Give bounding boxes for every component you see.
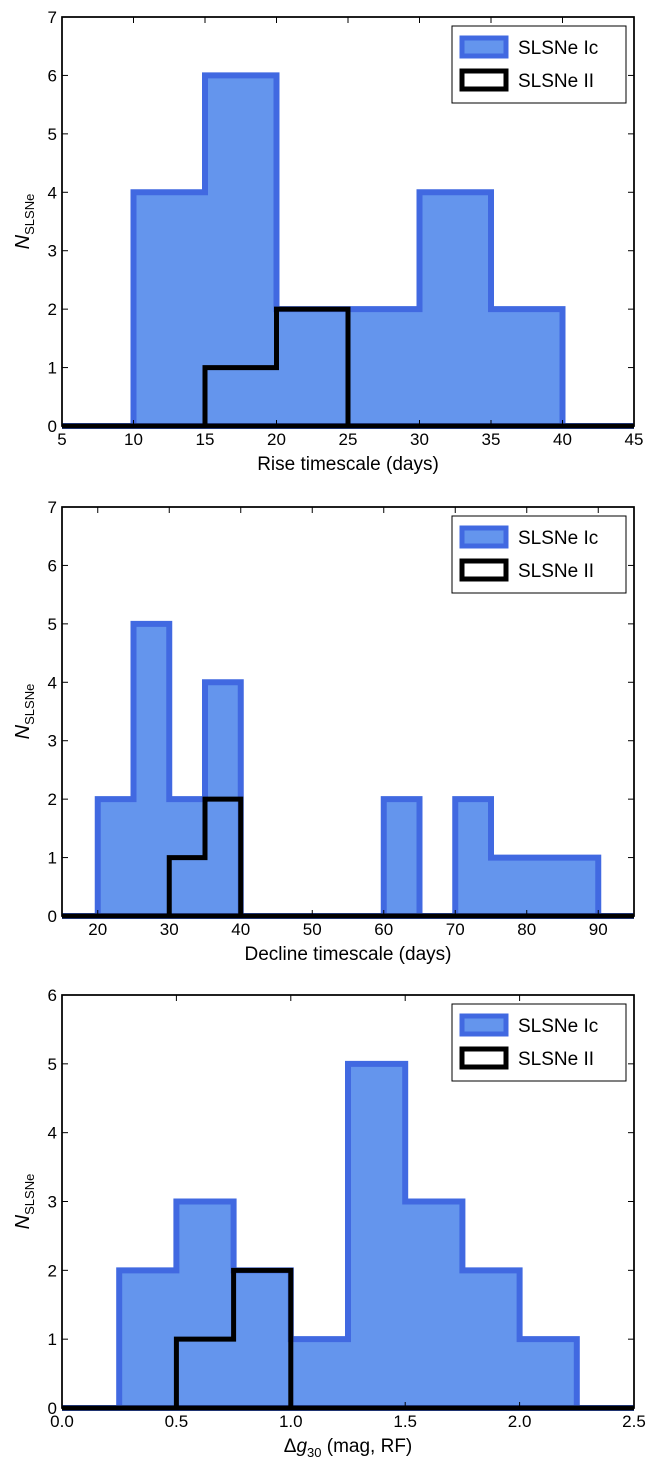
y-tick-label: 2 — [48, 790, 57, 809]
x-axis-label-sub: 30 — [307, 1445, 321, 1460]
y-tick-label: 3 — [48, 732, 57, 751]
x-tick-label: 0.5 — [165, 1412, 189, 1431]
x-tick-label: 30 — [410, 430, 429, 449]
y-axis-label: NSLSNe — [12, 194, 37, 250]
x-tick-label: 40 — [231, 920, 250, 939]
y-tick-label: 7 — [48, 498, 57, 517]
x-tick-label: 80 — [517, 920, 536, 939]
y-axis-label-var: N — [12, 234, 34, 249]
legend-swatch-ic — [459, 35, 509, 59]
panel-3: 0.0 0.5 1.0 1.5 2.0 2.5 0 1 2 3 4 5 6 Δg30 (mag, RF) N… — [12, 986, 646, 1460]
legend-label: SLSNe Ic — [518, 528, 598, 549]
x-tick-label: 2.5 — [622, 1412, 646, 1431]
legend: SLSNe Ic SLSNe II — [451, 1003, 627, 1082]
y-axis-label-sub: SLSNe — [22, 194, 37, 235]
y-axis-label: NSLSNe — [12, 684, 37, 740]
y-tick-label: 7 — [48, 8, 57, 27]
legend-label: SLSNe Ic — [518, 1016, 598, 1037]
x-tick-label: 25 — [339, 430, 358, 449]
y-tick-label: 1 — [48, 849, 57, 868]
y-tick-label: 0 — [48, 907, 57, 926]
legend-label: SLSNe II — [518, 71, 594, 92]
legend-swatch-ii — [459, 68, 509, 92]
y-tick-label: 3 — [48, 242, 57, 261]
y-tick-label: 1 — [48, 359, 57, 378]
y-axis-label-sub: SLSNe — [22, 1174, 37, 1215]
x-tick-label: 90 — [589, 920, 608, 939]
x-axis-label-unit: (mag, RF) — [321, 1436, 412, 1457]
x-axis-label: Δg30 (mag, RF) — [284, 1436, 413, 1460]
legend-label: SLSNe II — [518, 1049, 594, 1070]
y-tick-label: 2 — [48, 1261, 57, 1280]
x-tick-label: 70 — [446, 920, 465, 939]
y-tick-label: 4 — [48, 673, 57, 692]
y-axis-label-var: N — [12, 1214, 34, 1229]
y-tick-label: 4 — [48, 183, 57, 202]
x-tick-label: 2.0 — [508, 1412, 532, 1431]
x-tick-label: 1.0 — [279, 1412, 303, 1431]
y-tick-label: 5 — [48, 615, 57, 634]
x-tick-label: 60 — [374, 920, 393, 939]
y-tick-label: 6 — [48, 556, 57, 575]
histogram-ii-outline — [173, 1267, 294, 1408]
x-axis-label: Rise timescale (days) — [257, 454, 439, 475]
x-axis-label-var: g — [296, 1436, 307, 1457]
x-tick-label: 35 — [482, 430, 501, 449]
y-tick-label: 5 — [48, 125, 57, 144]
x-tick-label: 45 — [625, 430, 644, 449]
legend: SLSNe Ic SLSNe II — [451, 515, 627, 594]
y-axis-label-var: N — [12, 724, 34, 739]
legend-label: SLSNe II — [518, 561, 594, 582]
x-tick-label: 5 — [57, 430, 66, 449]
histogram-ic-fill — [133, 75, 563, 426]
legend-swatch-ic — [459, 1013, 509, 1037]
x-tick-label: 20 — [88, 920, 107, 939]
histogram-ii-outline — [202, 306, 351, 426]
legend-swatch-ic — [459, 525, 509, 549]
x-tick-label: 40 — [553, 430, 572, 449]
y-tick-label: 0 — [48, 417, 57, 436]
y-tick-label: 5 — [48, 1055, 57, 1074]
x-tick-label: 1.5 — [393, 1412, 417, 1431]
legend-swatch-ii — [459, 558, 509, 582]
x-axis-label: Decline timescale (days) — [245, 944, 452, 965]
y-tick-label: 6 — [48, 66, 57, 85]
y-tick-label: 6 — [48, 986, 57, 1005]
x-tick-label: 20 — [267, 430, 286, 449]
y-tick-label: 0 — [48, 1399, 57, 1418]
y-tick-label: 3 — [48, 1193, 57, 1212]
y-axis-label: NSLSNe — [12, 1174, 37, 1230]
legend-swatch-ii — [459, 1046, 509, 1070]
y-axis-label-sub: SLSNe — [22, 684, 37, 725]
histogram-ic-outline — [116, 1060, 580, 1408]
histogram-ii-outline — [166, 796, 244, 916]
x-tick-label: 15 — [196, 430, 215, 449]
y-tick-label: 1 — [48, 1330, 57, 1349]
x-tick-label: 50 — [303, 920, 322, 939]
axes-frame — [61, 506, 635, 917]
y-tick-label: 4 — [48, 1124, 57, 1143]
histogram-ic-fill — [97, 623, 599, 916]
panel-2: 20 30 40 50 60 70 80 90 0 1 2 3 4 5 6 7 Decline timescal… — [12, 498, 635, 965]
legend: SLSNe Ic SLSNe II — [451, 25, 627, 104]
x-tick-label: 10 — [124, 430, 143, 449]
x-tick-label: 0.0 — [50, 1412, 74, 1431]
legend-label: SLSNe Ic — [518, 38, 598, 59]
x-tick-label: 30 — [160, 920, 179, 939]
x-axis-label-delta: Δ — [284, 1436, 297, 1457]
y-tick-label: 2 — [48, 300, 57, 319]
